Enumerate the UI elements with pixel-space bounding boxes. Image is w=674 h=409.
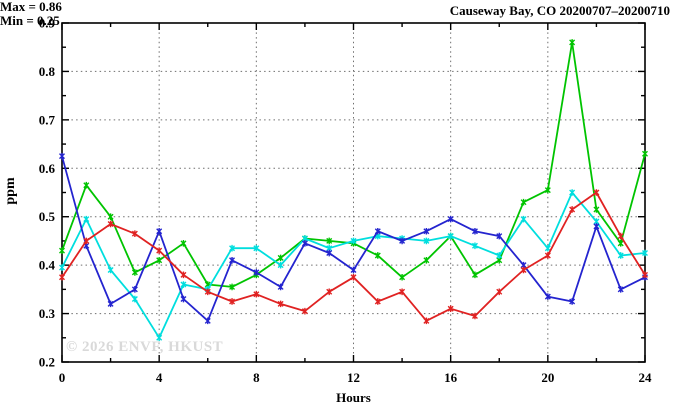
y-tick-label: 0.7 (39, 112, 56, 127)
series-markers-red (59, 189, 648, 325)
stats-annotation: Max = 0.86 Min = 0.25 (0, 0, 674, 28)
x-tick-label: 0 (59, 370, 66, 385)
x-tick-label: 4 (156, 370, 163, 385)
y-tick-label: 0.8 (39, 64, 56, 79)
max-annotation: Max = 0.86 (0, 0, 62, 14)
y-tick-label: 0.6 (39, 161, 56, 176)
y-tick-label: 0.9 (39, 16, 56, 31)
x-tick-label: 16 (444, 370, 458, 385)
series-markers-cyan (59, 189, 648, 342)
y-tick-label: 0.4 (39, 258, 56, 273)
watermark: © 2026 ENVF, HKUST (66, 339, 224, 355)
x-tick-label: 8 (253, 370, 260, 385)
chart-title: Causeway Bay, CO 20200707–20200710 (449, 3, 670, 18)
x-tick-label: 12 (347, 370, 360, 385)
min-annotation: Min = 0.25 (0, 13, 60, 28)
y-axis-label: ppm (3, 177, 18, 205)
x-tick-label: 20 (541, 370, 554, 385)
series-markers-blue (59, 152, 648, 325)
x-axis-label: Hours (336, 390, 371, 405)
y-tick-label: 0.3 (39, 306, 56, 321)
y-tick-label: 0.5 (39, 209, 56, 224)
y-tick-label: 0.2 (39, 355, 55, 370)
x-tick-label: 24 (639, 370, 653, 385)
